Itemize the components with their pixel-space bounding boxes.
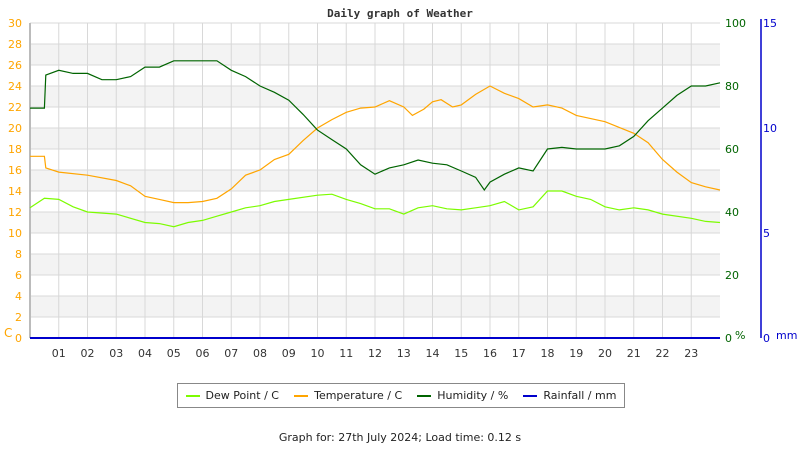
series-line-dew [29, 190, 721, 228]
x-tick-label: 14 [426, 347, 440, 360]
x-tick-label: 02 [81, 347, 95, 360]
x-tick-label: 04 [138, 347, 152, 360]
legend-item-rainfall: Rainfall / mm [523, 389, 616, 402]
left-tick-label: 16 [8, 164, 22, 177]
legend-item-temperature: Temperature / C [294, 389, 402, 402]
left-tick-label: 2 [15, 311, 22, 324]
x-tick-label: 09 [282, 347, 296, 360]
right-tick-label: 20 [725, 269, 739, 282]
x-tick-label: 08 [253, 347, 267, 360]
x-tick-label: 20 [598, 347, 612, 360]
left-tick-label: 14 [8, 185, 22, 198]
x-tick-label: 23 [684, 347, 698, 360]
rain-tick-label: 0 [763, 332, 770, 345]
x-tick-label: 13 [397, 347, 411, 360]
right-tick-label: 60 [725, 143, 739, 156]
x-tick-label: 11 [339, 347, 353, 360]
x-tick-label: 10 [311, 347, 325, 360]
x-tick-label: 16 [483, 347, 497, 360]
right-tick-label: 80 [725, 80, 739, 93]
x-tick-label: 21 [627, 347, 641, 360]
left-tick-label: 20 [8, 122, 22, 135]
x-tick-label: 17 [512, 347, 526, 360]
series-line-humidity [30, 60, 721, 192]
left-tick-label: 8 [15, 248, 22, 261]
right-tick-label: 0 [725, 332, 732, 345]
rain-tick-label: 10 [763, 122, 777, 135]
x-tick-label: 06 [196, 347, 210, 360]
left-tick-label: 10 [8, 227, 22, 240]
left-tick-label: 22 [8, 101, 22, 114]
right-tick-label: 40 [725, 206, 739, 219]
left-tick-label: 0 [15, 332, 22, 345]
left-tick-label: 4 [15, 290, 22, 303]
legend-label: Humidity / % [437, 389, 509, 402]
left-tick-label: 24 [8, 80, 22, 93]
x-tick-label: 19 [569, 347, 583, 360]
legend-label: Rainfall / mm [543, 389, 617, 402]
x-tick-label: 18 [541, 347, 555, 360]
rain-axis-unit: mm [776, 329, 797, 342]
x-tick-label: 01 [52, 347, 66, 360]
rain-tick-label: 15 [763, 17, 777, 30]
legend-item-dew-point: Dew Point / C [185, 389, 279, 402]
legend-label: Dew Point / C [205, 389, 279, 402]
left-tick-label: 30 [8, 17, 22, 30]
x-tick-label: 22 [656, 347, 670, 360]
x-tick-label: 05 [167, 347, 181, 360]
legend: Dew Point / C Temperature / C Humidity /… [177, 383, 625, 408]
left-tick-label: 26 [8, 59, 22, 72]
legend-item-humidity: Humidity / % [417, 389, 508, 402]
left-tick-label: 6 [15, 269, 22, 282]
left-tick-label: 12 [8, 206, 22, 219]
right-axis-unit: % [735, 329, 745, 342]
left-tick-label: 18 [8, 143, 22, 156]
x-tick-label: 07 [224, 347, 238, 360]
x-tick-label: 12 [368, 347, 382, 360]
x-tick-label: 15 [454, 347, 468, 360]
legend-label: Temperature / C [314, 389, 403, 402]
rain-tick-label: 5 [763, 227, 770, 240]
left-tick-label: 28 [8, 38, 22, 51]
footer-status: Graph for: 27th July 2024; Load time: 0.… [278, 431, 522, 444]
weather-chart: Daily graph of Weather 02468101214161820… [4, 7, 797, 360]
chart-title: Daily graph of Weather [327, 7, 473, 20]
series-line-temperature [30, 85, 721, 204]
left-axis-unit: C [4, 326, 12, 340]
x-tick-label: 03 [109, 347, 123, 360]
right-tick-label: 100 [725, 17, 746, 30]
